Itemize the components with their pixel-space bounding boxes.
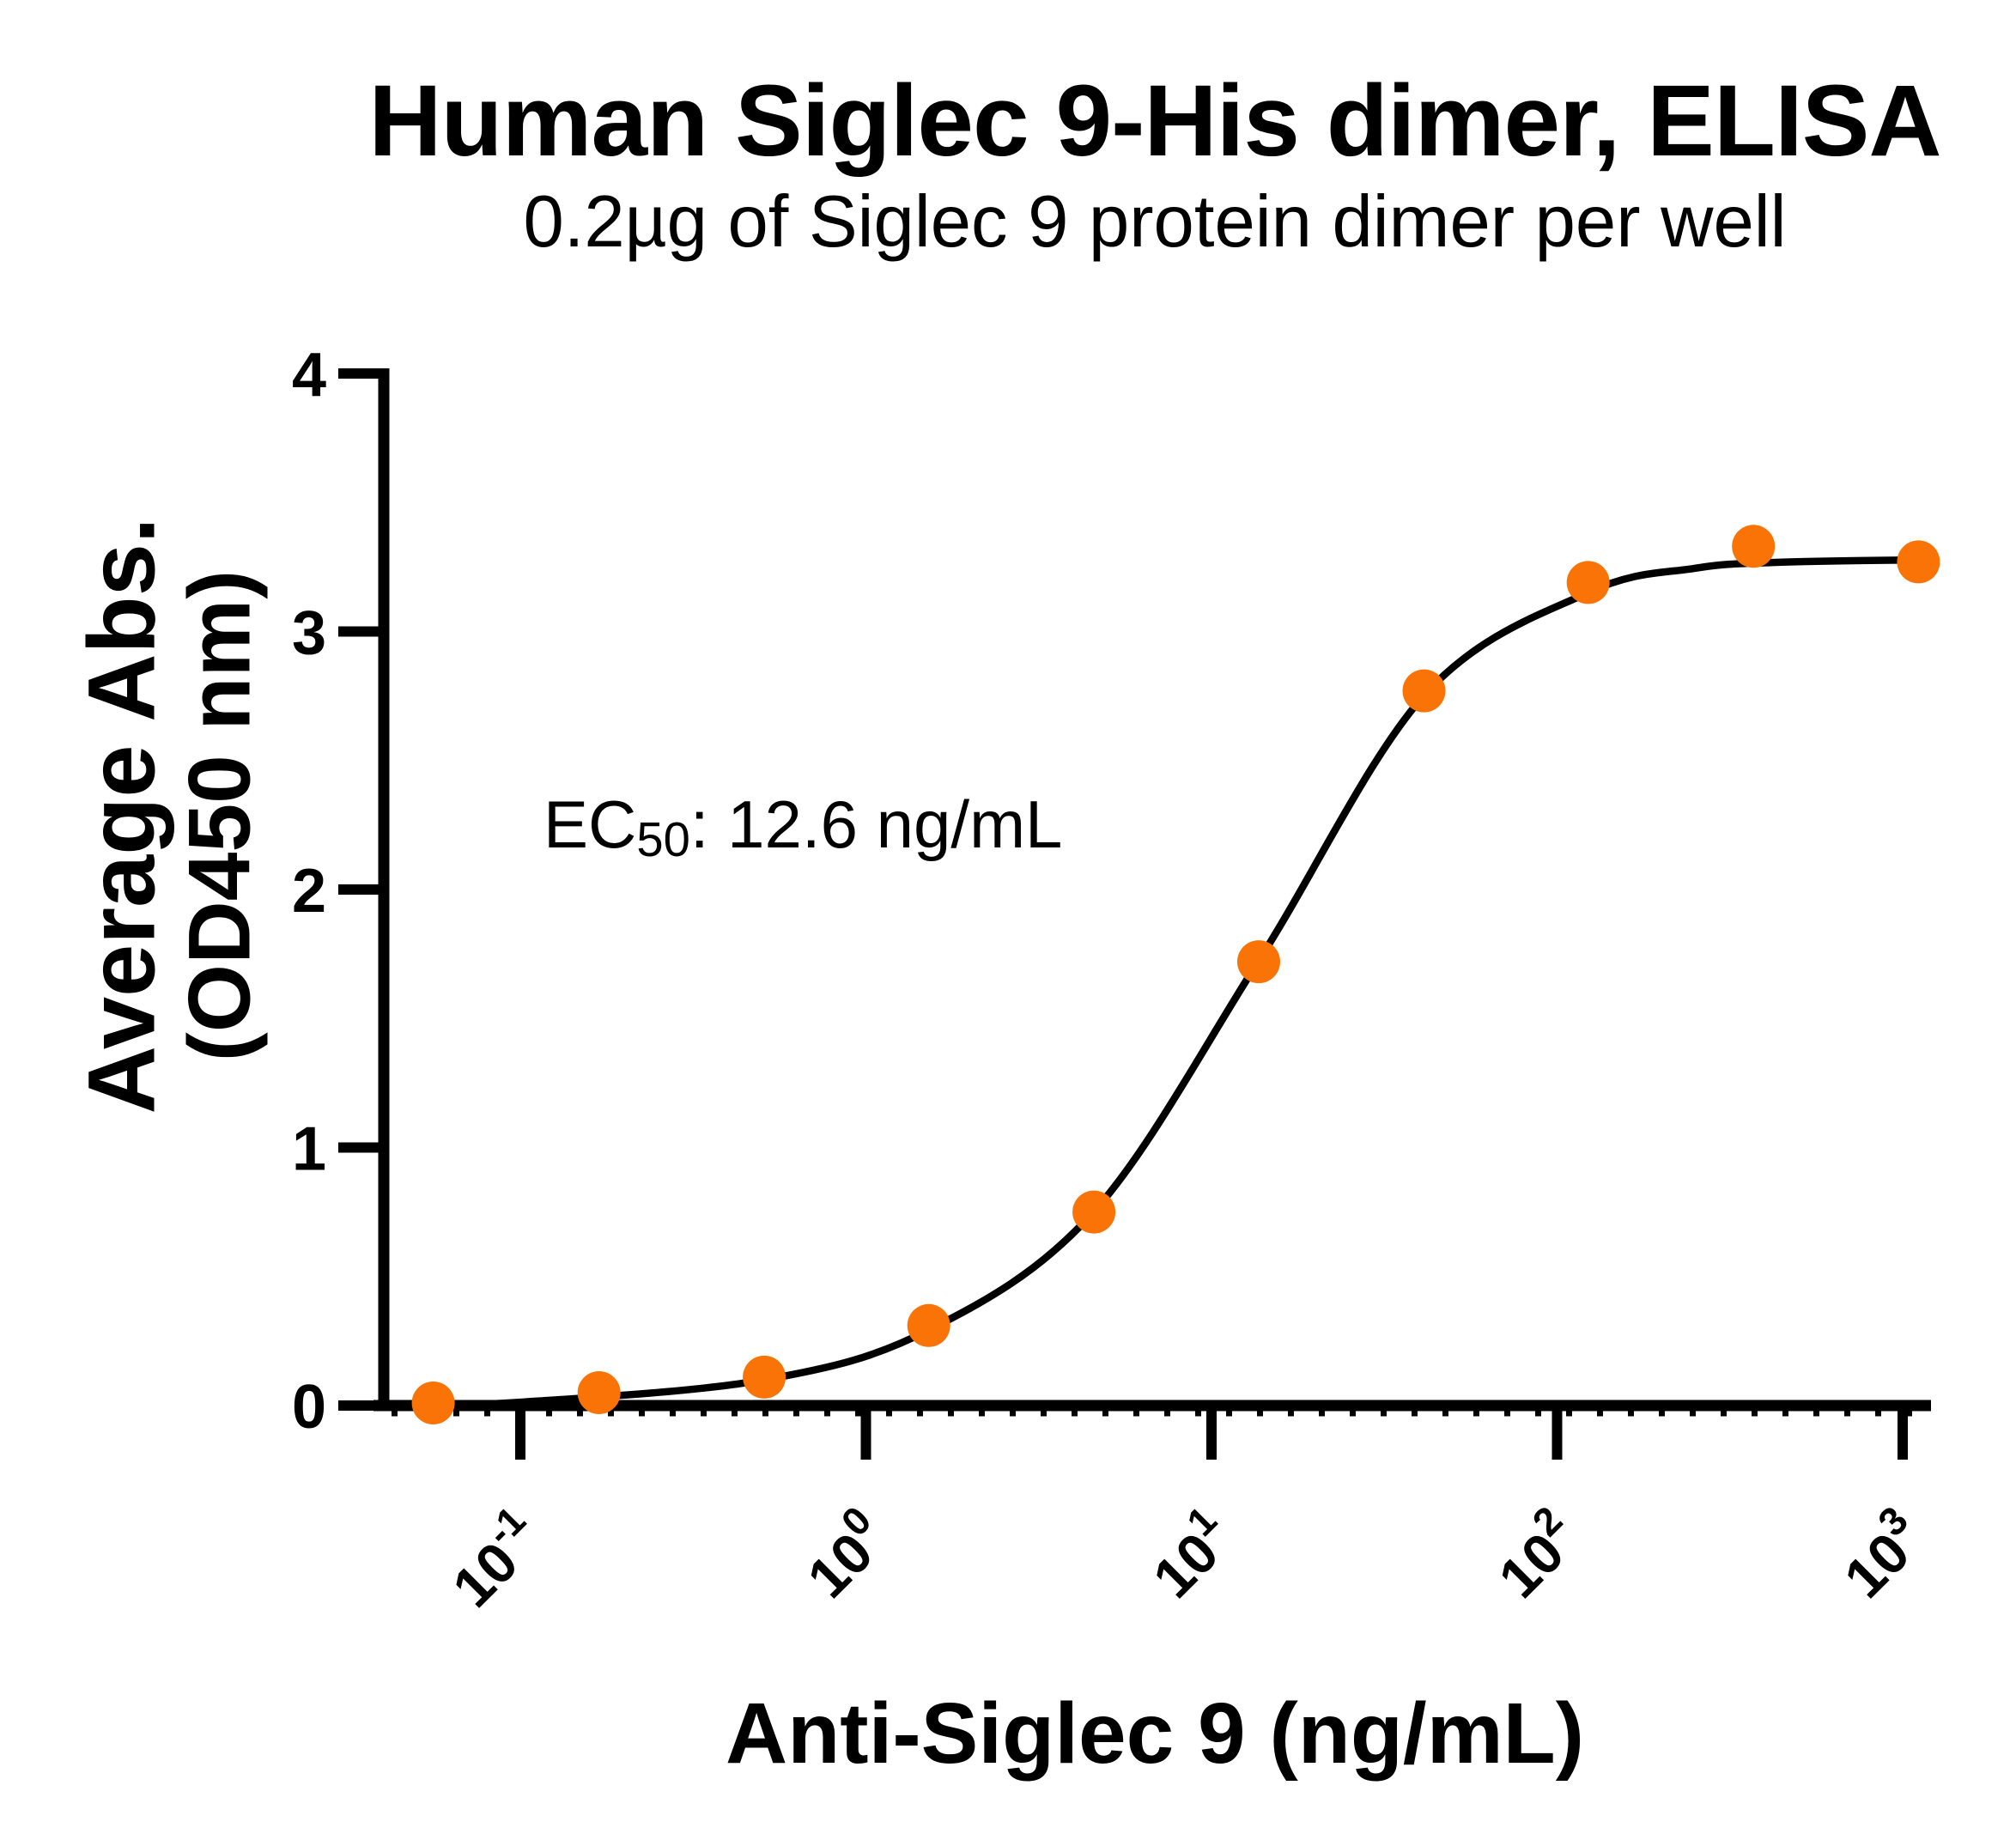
data-point xyxy=(1237,940,1280,984)
data-point xyxy=(1732,525,1776,568)
x-tick-label: 101 xyxy=(1133,1497,1246,1610)
x-tick-label: 10-1 xyxy=(433,1497,555,1619)
data-point xyxy=(577,1371,621,1414)
y-tick-label: 0 xyxy=(292,1373,326,1442)
data-point xyxy=(1897,540,1940,584)
fit-curve xyxy=(379,556,1921,1410)
y-tick-label: 2 xyxy=(292,857,326,926)
ec50-subscript: 50 xyxy=(636,812,690,867)
data-point xyxy=(907,1303,950,1347)
x-tick-label: 100 xyxy=(788,1497,901,1610)
ec50-value: : 12.6 ng/mL xyxy=(689,786,1063,862)
data-point xyxy=(743,1355,786,1399)
chart-title: Human Siglec 9-His dimer, ELISA xyxy=(368,64,1941,178)
data-point xyxy=(411,1382,455,1424)
x-axis-label: Anti-Siglec 9 (ng/mL) xyxy=(726,1685,1584,1782)
x-tick-label: 103 xyxy=(1825,1497,1937,1610)
data-point xyxy=(1566,561,1610,604)
data-point xyxy=(1072,1190,1116,1234)
data-point xyxy=(1402,669,1446,713)
y-tick-label: 4 xyxy=(292,341,326,410)
x-tick-label: 102 xyxy=(1479,1497,1592,1610)
ec50-annotation: EC50: 12.6 ng/mL xyxy=(543,786,1063,867)
ec50-prefix: EC xyxy=(543,786,637,862)
y-tick-label: 1 xyxy=(292,1115,326,1184)
y-tick-label: 3 xyxy=(292,599,326,668)
chart-subtitle: 0.2µg of Siglec 9 protein dimer per well xyxy=(523,181,1787,264)
chart-header: Human Siglec 9-His dimer, ELISA 0.2µg of… xyxy=(206,64,2016,264)
